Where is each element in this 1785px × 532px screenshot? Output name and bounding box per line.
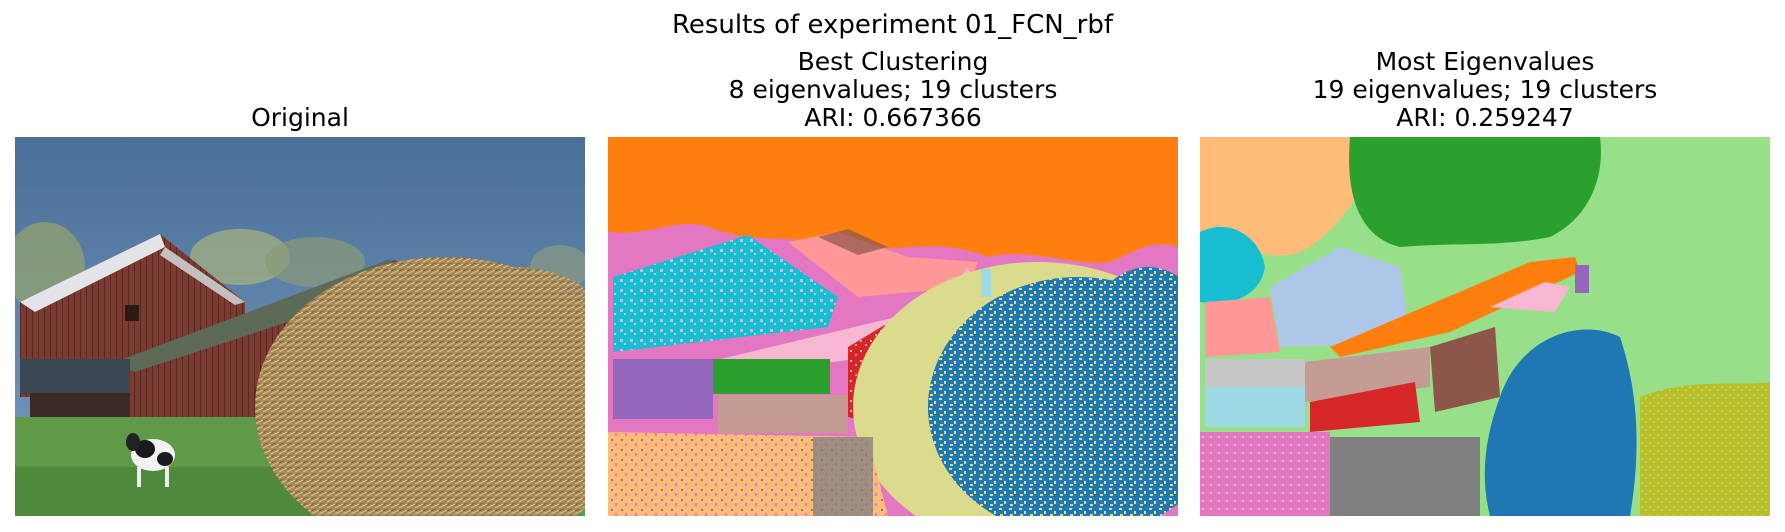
panel-title-line: Best Clustering (797, 47, 989, 76)
panel-title-line: ARI: 0.667366 (804, 103, 982, 132)
panel-title: Original (15, 104, 585, 132)
original-image (15, 137, 585, 516)
panel-title-line: Original (251, 103, 349, 132)
panel-title: Best Clustering 8 eigenvalues; 19 cluste… (608, 48, 1178, 132)
panel-title-line: ARI: 0.259247 (1396, 103, 1574, 132)
most-eigenvalues-image (1200, 137, 1770, 516)
figure-suptitle: Results of experiment 01_FCN_rbf (671, 10, 1114, 40)
cow (126, 433, 175, 487)
panel-title-line: 19 eigenvalues; 19 clusters (1312, 75, 1658, 104)
panel-title: Most Eigenvalues 19 eigenvalues; 19 clus… (1200, 48, 1770, 132)
original-photo (15, 137, 585, 516)
panel-title-line: 8 eigenvalues; 19 clusters (728, 75, 1058, 104)
best-clustering-image (608, 137, 1178, 516)
panel-title-line: Most Eigenvalues (1375, 47, 1595, 76)
segmentation-map (608, 137, 1178, 516)
segmentation-map (1200, 137, 1770, 516)
